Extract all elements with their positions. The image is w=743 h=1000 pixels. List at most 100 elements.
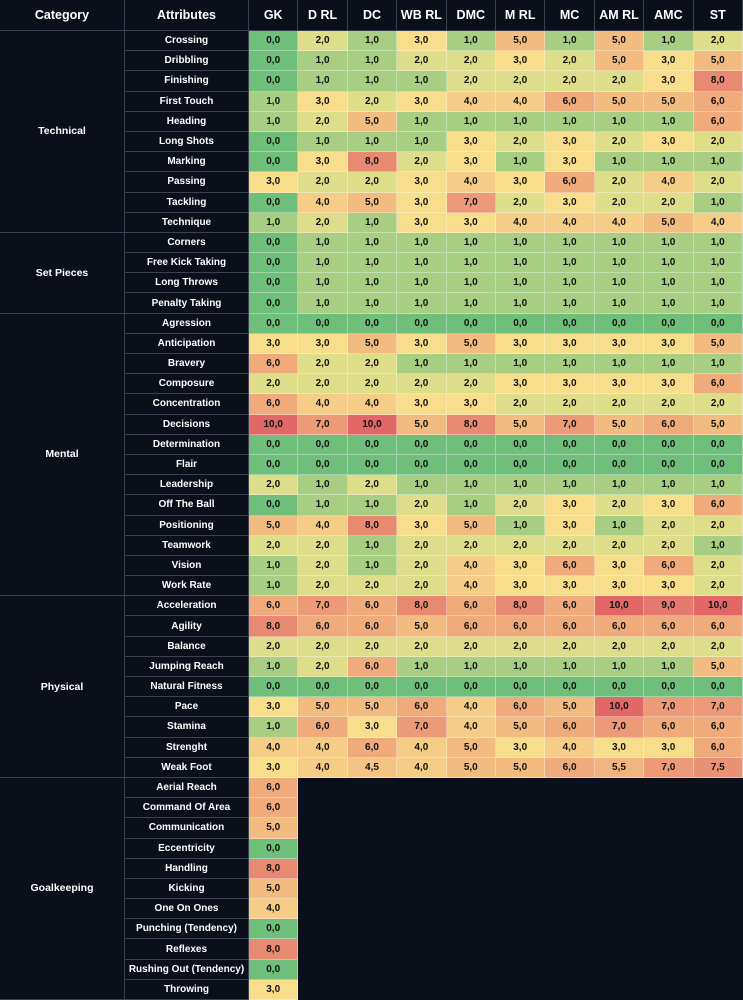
column-header: AM RL [594, 0, 645, 31]
value-cell: 4,5 [347, 757, 398, 778]
attribute-label: One On Ones [125, 899, 249, 920]
value-cell: 0,0 [693, 313, 743, 334]
value-cell: 6,0 [298, 616, 348, 637]
value-cell: 5,0 [545, 697, 595, 718]
attribute-label: Anticipation [125, 333, 249, 354]
value-cell: 1,0 [594, 475, 645, 496]
value-cell: 2,0 [693, 394, 743, 415]
value-cell: 0,0 [397, 434, 447, 455]
value-cell: 0,0 [249, 838, 299, 859]
value-cell: 3,0 [446, 152, 496, 173]
value-cell: 2,0 [446, 374, 496, 395]
value-cell: 0,0 [693, 454, 743, 476]
value-cell: 1,0 [446, 273, 496, 294]
value-cell: 2,0 [693, 576, 743, 597]
value-cell: 0,0 [446, 313, 496, 334]
value-cell: 0,0 [594, 454, 645, 476]
value-cell: 3,0 [644, 71, 694, 92]
value-cell: 2,0 [298, 656, 348, 677]
value-cell: 1,0 [496, 515, 546, 536]
value-cell: 0,0 [249, 677, 299, 698]
value-cell: 6,0 [693, 717, 743, 738]
value-cell: 1,0 [446, 656, 496, 677]
value-cell: 0,0 [594, 434, 645, 455]
value-cell: 4,0 [298, 737, 348, 758]
value-cell: 0,0 [397, 677, 447, 698]
value-cell: 0,0 [249, 293, 299, 314]
value-cell: 5,0 [347, 192, 398, 213]
value-cell: 4,0 [496, 212, 546, 233]
value-cell: 4,0 [298, 394, 348, 415]
value-cell: 1,0 [347, 51, 398, 72]
value-cell: 2,0 [644, 192, 694, 213]
value-cell: 1,0 [298, 495, 348, 516]
value-cell: 1,0 [298, 475, 348, 496]
value-cell: 0,0 [496, 454, 546, 476]
value-cell: 1,0 [298, 51, 348, 72]
value-cell: 2,0 [644, 636, 694, 657]
value-cell: 2,0 [496, 636, 546, 657]
attribute-label: Long Throws [125, 273, 249, 294]
attribute-label: Concentration [125, 394, 249, 415]
value-cell: 6,0 [249, 394, 299, 415]
value-cell: 6,0 [298, 717, 348, 738]
value-cell: 1,0 [693, 253, 743, 274]
value-cell: 3,0 [298, 333, 348, 354]
value-cell: 5,0 [249, 818, 299, 839]
value-cell: 3,0 [496, 333, 546, 354]
value-cell: 3,0 [545, 333, 595, 354]
value-cell: 6,0 [545, 172, 595, 193]
value-cell: 0,0 [249, 495, 299, 516]
value-cell: 5,0 [397, 616, 447, 637]
value-cell: 4,0 [347, 394, 398, 415]
value-cell: 5,0 [496, 757, 546, 778]
value-cell: 1,0 [347, 495, 398, 516]
value-cell: 1,0 [693, 293, 743, 314]
attribute-label: Vision [125, 555, 249, 577]
value-cell: 6,0 [545, 596, 595, 617]
attribute-label: Leadership [125, 475, 249, 496]
value-cell: 7,0 [446, 192, 496, 213]
value-cell: 0,0 [249, 434, 299, 455]
value-cell: 1,0 [644, 354, 694, 375]
attribute-label: First Touch [125, 91, 249, 112]
value-cell: 0,0 [446, 434, 496, 455]
value-cell: 3,0 [496, 576, 546, 597]
value-cell: 1,0 [644, 656, 694, 677]
value-cell: 3,0 [594, 374, 645, 395]
value-cell: 2,0 [644, 394, 694, 415]
value-cell: 3,0 [594, 555, 645, 577]
value-cell: 5,0 [347, 111, 398, 132]
value-cell: 0,0 [644, 454, 694, 476]
value-cell: 2,0 [446, 636, 496, 657]
attribute-label: Balance [125, 636, 249, 657]
attribute-label: Reflexes [125, 939, 249, 960]
value-cell: 0,0 [249, 51, 299, 72]
value-cell: 5,0 [496, 414, 546, 435]
value-cell: 4,0 [446, 555, 496, 577]
value-cell: 0,0 [249, 152, 299, 173]
value-cell: 1,0 [644, 253, 694, 274]
value-cell: 0,0 [644, 434, 694, 455]
attribute-label: Flair [125, 454, 249, 476]
value-cell: 2,0 [496, 394, 546, 415]
column-header: ST [693, 0, 743, 31]
value-cell: 2,0 [693, 555, 743, 577]
value-cell: 2,0 [397, 495, 447, 516]
value-cell: 1,0 [644, 293, 694, 314]
value-cell: 10,0 [594, 697, 645, 718]
value-cell: 0,0 [249, 232, 299, 254]
value-cell: 1,0 [545, 354, 595, 375]
value-cell: 3,0 [397, 394, 447, 415]
value-cell: 0,0 [446, 454, 496, 476]
value-cell: 1,0 [249, 717, 299, 738]
attribute-label: Heading [125, 111, 249, 132]
value-cell: 7,5 [693, 757, 743, 778]
attribute-label: Off The Ball [125, 495, 249, 516]
value-cell: 5,0 [446, 757, 496, 778]
attribute-label: Agression [125, 313, 249, 334]
attribute-label: Kicking [125, 878, 249, 900]
value-cell: 1,0 [347, 31, 398, 52]
value-cell: 2,0 [446, 535, 496, 556]
value-cell: 7,0 [298, 596, 348, 617]
